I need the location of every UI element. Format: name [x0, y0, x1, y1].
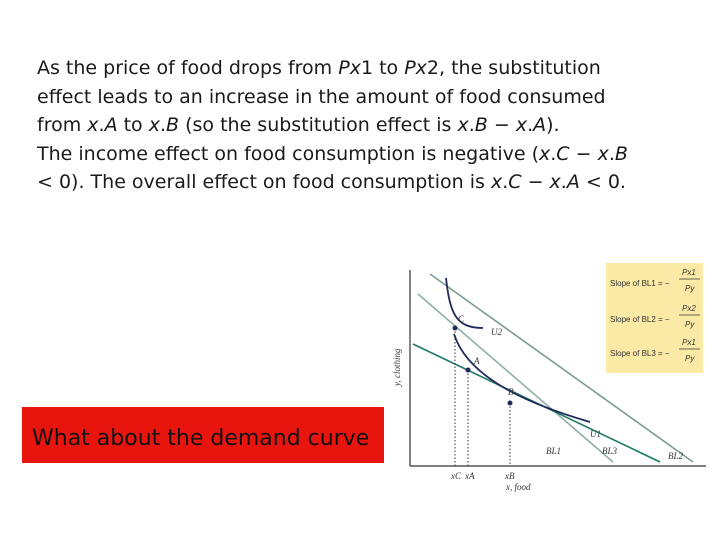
text-run: .	[98, 114, 105, 136]
slope-bl3-den: Py	[685, 354, 695, 363]
point-a	[465, 367, 471, 373]
italic-text-run: x	[538, 142, 551, 165]
italic-text-run: C	[508, 171, 522, 193]
text-run: .	[159, 114, 167, 136]
text-run: to	[117, 114, 149, 136]
indifference-curve-graph: C A B U2 U1 BL1 BL3 BL2 xC xA xB x, food…	[388, 266, 710, 501]
demand-curve-callout: What about the demand curve	[22, 407, 384, 463]
point-c	[452, 325, 458, 331]
x-axis-label: x, food	[505, 482, 531, 492]
slope-legend-svg: Slope of BL1 = − Px1 Py Slope of BL2 = −…	[610, 268, 700, 363]
label-point-b: B	[508, 387, 514, 397]
text-run: < 0). The overall effect on food consump…	[37, 171, 491, 193]
label-u2: U2	[491, 327, 502, 337]
italic-text-run: A	[104, 114, 118, 136]
text-run: .	[560, 171, 567, 193]
slope-legend: Slope of BL1 = − Px1 Py Slope of BL2 = −…	[606, 263, 703, 373]
paragraph-substitution-effect: As the price of food drops from Px1 to P…	[37, 54, 637, 140]
text-run: .	[502, 171, 509, 193]
text-run: The income effect on food consumption is…	[37, 142, 539, 165]
italic-text-run: B	[474, 114, 488, 136]
tick-xb: xB	[504, 471, 515, 481]
text-run: −	[521, 171, 550, 193]
explanation-text: As the price of food drops from Px1 to P…	[37, 54, 637, 197]
label-bl2: BL2	[668, 451, 684, 461]
italic-text-run: A	[566, 171, 580, 193]
tick-xc: xC	[450, 471, 462, 481]
slope-bl1-den: Py	[685, 284, 695, 293]
text-run: < 0.	[579, 171, 626, 193]
italic-text-run: x	[87, 114, 99, 136]
graph-svg: C A B U2 U1 BL1 BL3 BL2 xC xA xB x, food…	[392, 270, 706, 492]
italic-text-run: x	[549, 171, 561, 193]
text-run: −	[569, 142, 598, 165]
budget-line-bl2	[429, 273, 694, 463]
slope-bl3-label: Slope of BL3 = −	[610, 349, 670, 358]
text-run: As the price of food drops from	[37, 57, 339, 79]
slope-bl2-den: Py	[685, 320, 695, 329]
indifference-curve-u1	[453, 333, 591, 423]
italic-text-run: B	[614, 142, 628, 165]
slope-bl1-label: Slope of BL1 = −	[610, 279, 670, 288]
budget-line-bl3	[417, 293, 614, 463]
italic-text-run: x	[597, 142, 609, 165]
italic-text-run: x	[515, 114, 528, 136]
text-run: .	[527, 114, 534, 136]
text-run: .	[550, 142, 557, 165]
italic-text-run: x	[349, 57, 361, 79]
slope-bl2-label: Slope of BL2 = −	[610, 315, 670, 324]
callout-text: What about the demand curve	[32, 426, 370, 451]
italic-text-run: C	[556, 142, 570, 165]
italic-text-run: x	[490, 171, 503, 193]
italic-text-run: x	[148, 114, 160, 136]
label-point-a: A	[473, 356, 480, 366]
indifference-curve-u2	[445, 277, 484, 329]
text-run: 1 to	[360, 57, 405, 79]
label-bl1: BL1	[546, 446, 561, 456]
label-bl3: BL3	[602, 446, 618, 456]
italic-text-run: A	[533, 114, 547, 136]
paragraph-income-effect: The income effect on food consumption is…	[37, 140, 637, 197]
text-run: 2, the substitution effect leads to an i…	[37, 57, 606, 136]
slope-bl2-num: Px2	[682, 304, 696, 313]
slope-bl1-num: Px1	[682, 268, 696, 277]
italic-text-run: x	[415, 57, 427, 79]
text-run: (so the substitution effect is	[179, 114, 458, 136]
y-axis-label: y, clothing	[392, 348, 402, 387]
tick-xa: xA	[464, 471, 475, 481]
italic-text-run: P	[338, 57, 350, 79]
text-run: .	[468, 114, 475, 136]
point-b	[507, 400, 513, 406]
label-point-c: C	[458, 314, 465, 324]
text-run: ).	[546, 114, 560, 136]
italic-text-run: P	[404, 57, 416, 79]
label-u1: U1	[590, 429, 601, 439]
slope-bl3-num: Px1	[682, 338, 696, 347]
text-run: .	[608, 142, 615, 165]
italic-text-run: x	[457, 114, 469, 136]
italic-text-run: B	[166, 114, 180, 136]
text-run: −	[487, 114, 516, 136]
